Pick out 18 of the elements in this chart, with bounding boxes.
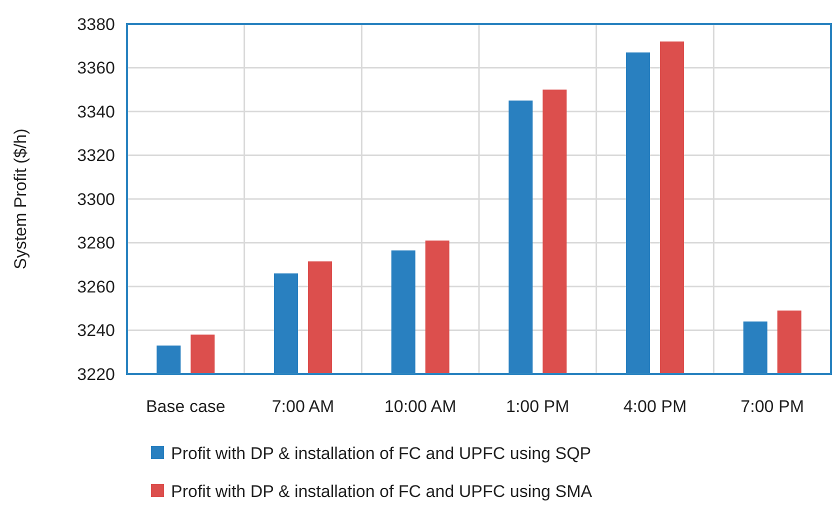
y-tick-label: 3340 xyxy=(77,102,115,122)
y-tick-label: 3380 xyxy=(77,14,115,34)
y-tick-label: 3280 xyxy=(77,234,115,253)
legend-label: Profit with DP & installation of FC and UPFC using SMA xyxy=(171,482,593,501)
legend-label: Profit with DP & installation of FC and UPFC using SQP xyxy=(171,444,592,463)
y-tick-label: 3220 xyxy=(77,364,115,384)
x-tick-label: 1:00 PM xyxy=(506,397,570,416)
y-tick-label: 3240 xyxy=(77,321,115,340)
y-tick-label: 3300 xyxy=(77,190,115,209)
y-tick-label: 3260 xyxy=(77,277,115,296)
x-tick-label: Base case xyxy=(146,397,226,416)
x-tick-label: 7:00 PM xyxy=(740,397,804,416)
y-tick-label: 3360 xyxy=(77,58,115,78)
x-tick-label: 7:00 AM xyxy=(272,397,334,416)
x-tick-label: 10:00 AM xyxy=(384,397,456,416)
y-tick-label: 3320 xyxy=(77,146,115,166)
y-axis-title: System Profit ($/h) xyxy=(11,128,30,270)
x-tick-label: 4:00 PM xyxy=(623,397,687,416)
